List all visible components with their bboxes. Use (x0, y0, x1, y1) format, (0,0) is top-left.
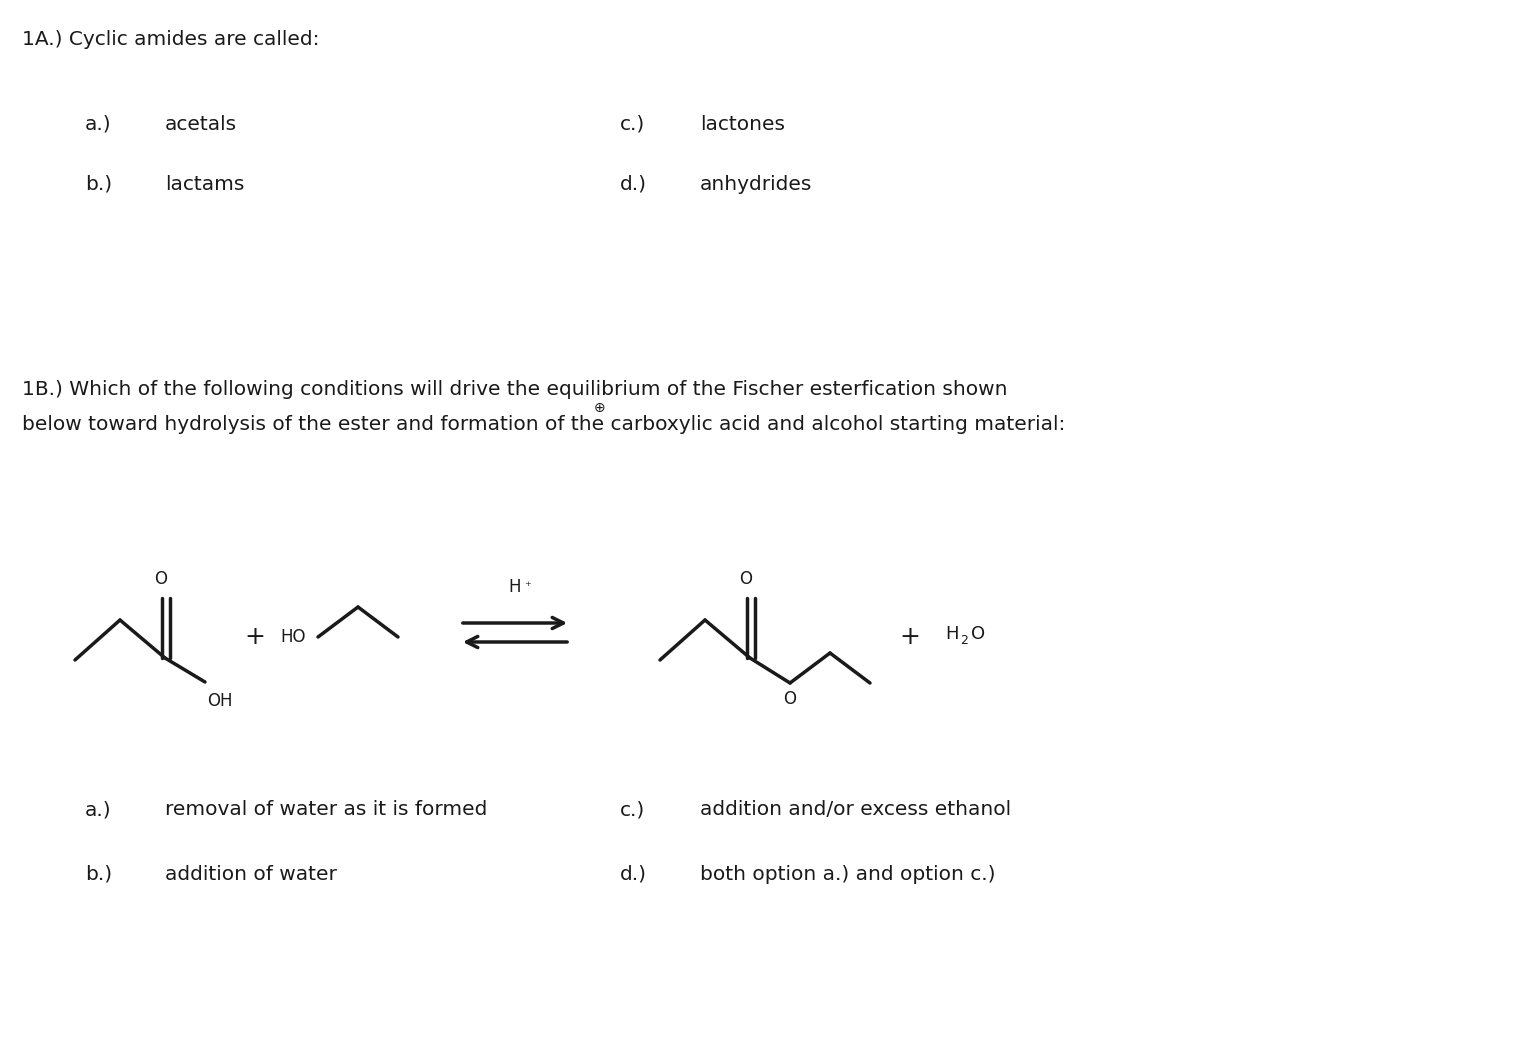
Text: c.): c.) (619, 800, 645, 819)
Text: 2: 2 (959, 635, 968, 647)
Text: ⁺: ⁺ (524, 580, 531, 593)
Text: addition of water: addition of water (165, 865, 337, 884)
Text: addition and/or excess ethanol: addition and/or excess ethanol (700, 800, 1011, 819)
Text: b.): b.) (85, 175, 112, 194)
Text: lactones: lactones (700, 115, 785, 134)
Text: b.): b.) (85, 865, 112, 884)
Text: below toward hydrolysis of the ester and formation of the carboxylic acid and al: below toward hydrolysis of the ester and… (21, 415, 1066, 435)
Text: d.): d.) (619, 175, 647, 194)
Text: O: O (739, 570, 753, 588)
Text: +: + (244, 625, 266, 649)
Text: 1A.) Cyclic amides are called:: 1A.) Cyclic amides are called: (21, 30, 319, 49)
Text: anhydrides: anhydrides (700, 175, 812, 194)
Text: a.): a.) (85, 800, 112, 819)
Text: HO: HO (279, 628, 305, 646)
Text: acetals: acetals (165, 115, 237, 134)
Text: O: O (155, 570, 167, 588)
Text: +: + (900, 625, 920, 649)
Text: c.): c.) (619, 115, 645, 134)
Text: a.): a.) (85, 115, 112, 134)
Text: d.): d.) (619, 865, 647, 884)
Text: lactams: lactams (165, 175, 244, 194)
Text: H: H (509, 578, 521, 596)
Text: 1B.) Which of the following conditions will drive the equilibrium of the Fischer: 1B.) Which of the following conditions w… (21, 380, 1008, 399)
Text: removal of water as it is formed: removal of water as it is formed (165, 800, 487, 819)
Text: H: H (946, 625, 958, 643)
Text: both option a.) and option c.): both option a.) and option c.) (700, 865, 996, 884)
Text: O: O (783, 690, 797, 708)
Text: O: O (972, 625, 985, 643)
Text: OH: OH (206, 692, 232, 710)
Text: ⊕: ⊕ (594, 401, 606, 415)
